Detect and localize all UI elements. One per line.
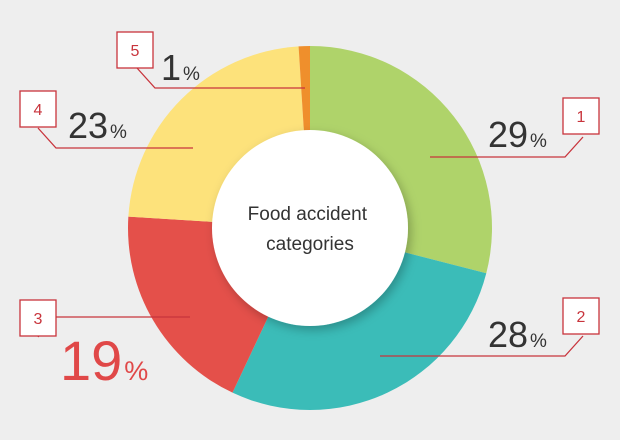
value-number-3: 19 xyxy=(60,329,122,392)
center-label-line-1: Food accident xyxy=(248,204,368,225)
value-unit-5: % xyxy=(183,64,200,85)
callout-box-5 xyxy=(116,31,154,69)
leader-line-5 xyxy=(136,67,305,89)
callout-box-3 xyxy=(19,299,57,337)
value-label-2: 28% xyxy=(488,314,547,355)
leader-line-4 xyxy=(37,127,193,149)
callout-number-5: 5 xyxy=(131,43,140,60)
callout-box-4 xyxy=(19,90,57,128)
value-number-1: 29 xyxy=(488,114,528,155)
value-number-4: 23 xyxy=(68,105,108,146)
value-unit-2: % xyxy=(530,331,547,352)
callout-box-2 xyxy=(562,297,600,335)
center-label-line-2: categories xyxy=(266,234,354,255)
center-label: Food accident categories xyxy=(248,204,373,255)
callout-number-2: 2 xyxy=(577,309,586,326)
value-label-1: 29% xyxy=(488,114,547,155)
value-number-5: 1 xyxy=(161,47,181,88)
callout-box-1 xyxy=(562,97,600,135)
value-unit-3: % xyxy=(124,356,148,386)
value-unit-1: % xyxy=(530,131,547,152)
donut-center xyxy=(212,130,408,326)
value-label-5: 1% xyxy=(161,47,200,88)
callout-number-1: 1 xyxy=(577,109,586,126)
value-label-4: 23% xyxy=(68,105,127,146)
leader-line-2 xyxy=(380,335,584,357)
callout-number-4: 4 xyxy=(34,102,43,119)
value-label-3: 19% xyxy=(60,329,148,392)
leader-line-1 xyxy=(430,136,584,158)
callout-number-3: 3 xyxy=(34,311,43,328)
value-number-2: 28 xyxy=(488,314,528,355)
value-unit-4: % xyxy=(110,122,127,143)
